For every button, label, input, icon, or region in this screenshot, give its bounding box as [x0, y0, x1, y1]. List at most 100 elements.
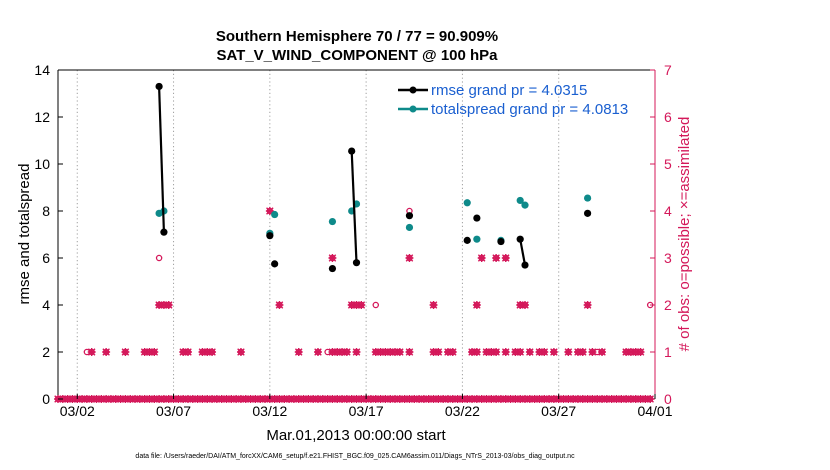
legend-spread-marker: [409, 105, 417, 113]
obs-assimilated-point: [434, 348, 443, 356]
obs-assimilated-point: [405, 395, 414, 403]
obs-assimilated-point: [236, 395, 245, 403]
legend-spread-label: totalspread grand pr = 4.0813: [431, 101, 628, 118]
rmse-point: [473, 214, 481, 222]
obs-assimilated-point: [328, 348, 337, 356]
obs-assimilated-point: [574, 348, 582, 356]
obs-assimilated-point: [275, 301, 284, 309]
obs-assimilated-point: [102, 395, 111, 403]
obs-assimilated-point: [333, 395, 342, 403]
obs-assimilated-point: [516, 348, 525, 356]
obs-assimilated-point: [636, 395, 645, 403]
obs-assimilated-point: [150, 348, 159, 356]
rmse-point: [328, 264, 337, 273]
obs-assimilated-point: [261, 395, 269, 403]
obs-assimilated-point: [434, 395, 443, 403]
obs-assimilated-point: [453, 395, 462, 403]
obs-assimilated-point: [246, 395, 255, 403]
obs-assimilated-point: [525, 395, 534, 403]
obs-assimilated-point: [352, 395, 361, 403]
legend-rmse-marker: [409, 86, 417, 94]
obs-assimilated-point: [371, 395, 380, 403]
obs-assimilated-point: [477, 254, 486, 262]
obs-assimilated-point: [583, 395, 592, 403]
y-right-tick-label: 3: [664, 250, 672, 266]
x-tick-label: 03/22: [445, 403, 480, 419]
obs-assimilated-point: [116, 395, 125, 403]
obs-assimilated-point: [588, 348, 597, 356]
obs-assimilated-point: [107, 395, 115, 403]
obs-assimilated-point: [564, 395, 573, 403]
obs-assimilated-point: [492, 395, 501, 403]
obs-assimilated-point: [468, 395, 477, 403]
obs-assimilated-point: [174, 395, 183, 403]
obs-possible-point: [372, 301, 380, 309]
obs-assimilated-point: [593, 395, 602, 403]
obs-assimilated-point: [381, 348, 390, 356]
obs-assimilated-point: [578, 348, 587, 356]
obs-assimilated-point: [304, 395, 313, 403]
obs-assimilated-point: [410, 395, 419, 403]
obs-assimilated-point: [347, 301, 356, 309]
obs-assimilated-point: [468, 348, 477, 356]
obs-assimilated-point: [265, 207, 274, 215]
obs-assimilated-point: [241, 395, 250, 403]
obs-assimilated-point: [140, 395, 149, 403]
obs-assimilated-point: [530, 395, 539, 403]
obs-assimilated-point: [159, 395, 168, 403]
obs-assimilated-point: [179, 395, 188, 403]
y-axis-label-right: # of obs: o=possible; ×=assimilated: [676, 117, 693, 352]
obs-assimilated-point: [87, 395, 96, 403]
legend-rmse-label: rmse grand pr = 4.0315: [431, 82, 587, 99]
obs-assimilated-point: [540, 348, 549, 356]
obs-assimilated-point: [472, 395, 481, 403]
rmse-point: [352, 259, 361, 267]
obs-assimilated-point: [521, 395, 529, 403]
obs-assimilated-point: [87, 348, 96, 356]
obs-assimilated-point: [342, 395, 351, 403]
x-tick-label: 03/12: [252, 403, 287, 419]
obs-assimilated-point: [477, 395, 486, 403]
obs-assimilated-point: [208, 348, 217, 356]
x-tick-label: 03/02: [60, 403, 95, 419]
y-tick-label: 10: [34, 156, 50, 172]
obs-assimilated-point: [232, 395, 241, 403]
obs-assimilated-point: [444, 348, 452, 356]
obs-assimilated-point: [395, 348, 404, 356]
chart-title: Southern Hemisphere 70 / 77 = 90.909%: [216, 28, 498, 45]
obs-assimilated-point: [448, 395, 457, 403]
obs-possible-point: [155, 254, 163, 262]
x-tick-label: 03/17: [349, 403, 384, 419]
obs-assimilated-point: [366, 395, 375, 403]
obs-assimilated-point: [184, 395, 192, 403]
obs-assimilated-point: [102, 348, 111, 356]
obs-assimilated-point: [501, 348, 510, 356]
obs-assimilated-point: [309, 395, 318, 403]
obs-assimilated-point: [482, 348, 491, 356]
obs-assimilated-point: [314, 395, 322, 403]
obs-assimilated-point: [535, 348, 544, 356]
rmse-point: [497, 237, 505, 246]
obs-assimilated-point: [145, 395, 154, 403]
rmse-point: [516, 235, 524, 243]
obs-assimilated-point: [294, 395, 303, 403]
obs-assimilated-point: [236, 348, 245, 356]
obs-assimilated-point: [549, 395, 558, 403]
obs-assimilated-point: [131, 395, 139, 403]
obs-assimilated-point: [256, 395, 265, 403]
obs-assimilated-point: [501, 395, 510, 403]
obs-assimilated-point: [376, 395, 385, 403]
obs-assimilated-point: [516, 395, 525, 403]
data-file-footnote: data file: /Users/raeder/DAI/ATM_forcXX/…: [135, 453, 575, 460]
obs-assimilated-point: [198, 395, 207, 403]
obs-assimilated-point: [535, 395, 544, 403]
obs-assimilated-point: [482, 395, 491, 403]
obs-assimilated-point: [391, 348, 399, 356]
obs-assimilated-point: [275, 395, 284, 403]
obs-assimilated-point: [338, 395, 347, 403]
obs-assimilated-point: [386, 395, 395, 403]
y-tick-label: 6: [42, 250, 50, 266]
totalspread-point: [328, 217, 337, 226]
obs-assimilated-point: [540, 395, 549, 403]
